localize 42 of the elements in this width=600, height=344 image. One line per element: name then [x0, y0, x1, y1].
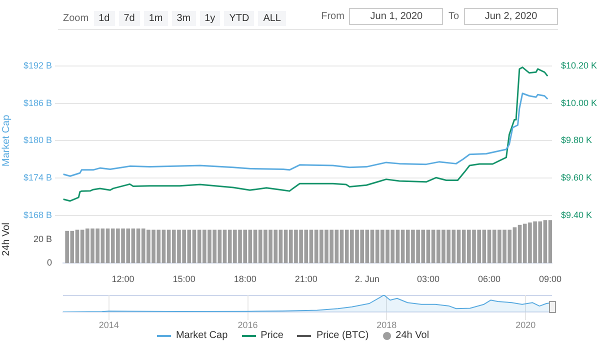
x-tick-label: 18:00 [234, 274, 256, 284]
y-tick-label: $186 B [23, 98, 52, 108]
legend-label: Price (BTC) [316, 330, 369, 341]
legend-label: 24h Vol [396, 330, 430, 341]
y2-tick-label: $9.40 K [561, 210, 592, 220]
x-tick-label: 2020 [516, 320, 536, 330]
zoom-button: 7d [118, 11, 140, 26]
x-tick-label: 2018 [376, 320, 397, 330]
x-tick-label: 2014 [98, 320, 119, 330]
legend-label: Market Cap [176, 330, 228, 341]
y-tick-label: $174 B [23, 172, 52, 182]
legend-label: Price [260, 330, 284, 341]
y-tick-label: $168 B [23, 210, 52, 220]
y2-tick-label: $10.20 K [561, 60, 598, 70]
zoom-button: 1y [200, 11, 220, 26]
y-tick-label: $180 B [23, 135, 52, 146]
x-tick-label: 2016 [238, 320, 258, 330]
x-tick-label: 15:00 [172, 274, 196, 284]
text: To [448, 11, 459, 22]
y2-tick-label: $9.60 K [561, 172, 592, 182]
x-tick-label: 03:00 [416, 274, 440, 284]
text: From [321, 11, 344, 22]
zoom-button: 3m [172, 11, 196, 26]
date-field: Jun 2, 2020 [464, 8, 558, 25]
zoom-button: 1m [144, 11, 168, 26]
y3-tick-label: 20 B [33, 234, 52, 244]
y-axis-title: Market Cap [0, 114, 12, 167]
x-tick-label: 2. Jun [354, 274, 380, 284]
y-tick-label: $192 B [23, 60, 52, 70]
y2-tick-label: $10.00 K [561, 98, 598, 108]
x-tick-label: 12:00 [112, 274, 134, 284]
y3-tick-label: 0 [46, 258, 52, 268]
x-tick-label: 09:00 [539, 274, 562, 284]
x-tick-label: 06:00 [478, 274, 501, 284]
date-field: Jun 1, 2020 [349, 8, 444, 25]
text: Zoom [63, 13, 89, 24]
y2-tick-label: $9.80 K [561, 135, 592, 146]
zoom-button: YTD [224, 11, 254, 26]
x-tick-label: 21:00 [294, 274, 318, 284]
zoom-button: ALL [258, 11, 286, 26]
zoom-button: 1d [94, 11, 115, 26]
y3-axis-title: 24h Vol [0, 222, 12, 256]
